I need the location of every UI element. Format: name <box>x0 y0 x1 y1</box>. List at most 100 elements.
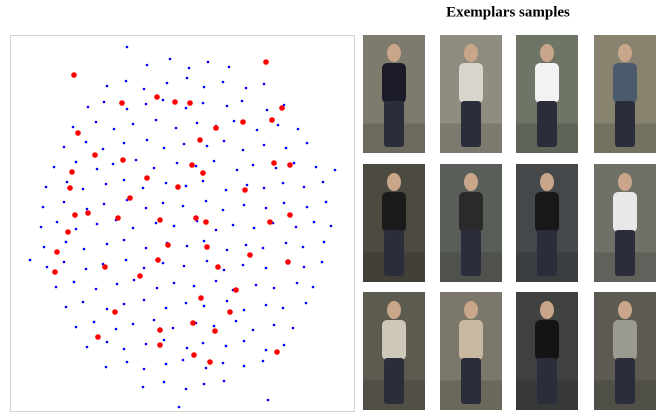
point <box>144 246 148 250</box>
point <box>291 326 295 330</box>
person-head <box>464 173 478 191</box>
point <box>141 186 145 190</box>
point <box>71 125 75 129</box>
point <box>65 229 71 235</box>
point <box>157 342 163 348</box>
person-body <box>535 192 559 232</box>
point <box>72 280 76 284</box>
person-head <box>464 44 478 62</box>
point <box>172 99 178 105</box>
point <box>287 212 293 218</box>
point <box>333 168 337 172</box>
person-head <box>540 44 554 62</box>
point <box>267 219 273 225</box>
point <box>276 123 280 127</box>
point <box>154 94 160 100</box>
point <box>264 266 268 270</box>
point <box>85 345 89 349</box>
point <box>62 260 66 264</box>
point <box>142 87 146 91</box>
point <box>302 185 306 189</box>
point <box>84 267 88 271</box>
point <box>177 405 181 409</box>
point <box>233 287 239 293</box>
point <box>105 242 109 246</box>
point <box>81 300 85 304</box>
point <box>67 185 73 191</box>
point <box>54 285 58 289</box>
person-legs <box>615 101 635 147</box>
point <box>311 285 315 289</box>
point <box>212 328 218 334</box>
point <box>124 258 128 262</box>
person-legs <box>537 101 557 147</box>
person-body <box>535 63 559 103</box>
point <box>251 163 255 167</box>
point <box>105 84 109 88</box>
point <box>244 86 248 90</box>
point <box>264 206 268 210</box>
point <box>152 166 156 170</box>
point <box>125 360 129 364</box>
point <box>285 259 291 265</box>
person-legs <box>461 230 481 276</box>
person-legs <box>461 358 481 404</box>
point <box>154 118 158 122</box>
point <box>172 224 176 228</box>
point <box>85 210 91 216</box>
point <box>324 200 328 204</box>
point <box>157 327 163 333</box>
point <box>74 325 78 329</box>
point <box>281 306 285 310</box>
point <box>102 264 108 270</box>
point <box>212 159 216 163</box>
point <box>294 225 298 229</box>
point <box>181 204 185 208</box>
point <box>234 319 238 323</box>
point <box>184 184 188 188</box>
person-body <box>382 63 406 103</box>
point <box>182 264 186 268</box>
point <box>132 278 136 282</box>
point <box>252 226 256 230</box>
point <box>205 144 209 148</box>
point <box>145 138 149 142</box>
point <box>282 343 286 347</box>
point <box>314 165 318 169</box>
point <box>164 306 168 310</box>
point <box>191 352 197 358</box>
point <box>122 302 126 306</box>
point <box>301 245 305 249</box>
point <box>125 107 129 111</box>
person-body <box>459 63 483 103</box>
person-head <box>618 173 632 191</box>
point <box>81 187 85 191</box>
point <box>92 320 96 324</box>
point <box>312 220 316 224</box>
point <box>102 202 106 206</box>
point <box>55 220 59 224</box>
point <box>86 105 90 109</box>
point <box>112 309 118 315</box>
person-legs <box>615 358 635 404</box>
person-legs <box>461 101 481 147</box>
point <box>190 320 196 326</box>
point <box>111 162 115 166</box>
person-body <box>535 320 559 360</box>
point <box>124 79 128 83</box>
point <box>144 342 148 346</box>
point <box>152 318 156 322</box>
point <box>247 252 253 258</box>
point <box>240 119 246 125</box>
point <box>201 101 205 105</box>
exemplars-title: Exemplars samples <box>446 4 570 20</box>
point <box>231 223 235 227</box>
point <box>122 238 126 242</box>
point <box>95 222 99 226</box>
point <box>161 201 165 205</box>
point <box>254 283 258 287</box>
person-head <box>387 173 401 191</box>
point <box>154 221 158 225</box>
point <box>101 147 105 151</box>
point <box>75 130 81 136</box>
